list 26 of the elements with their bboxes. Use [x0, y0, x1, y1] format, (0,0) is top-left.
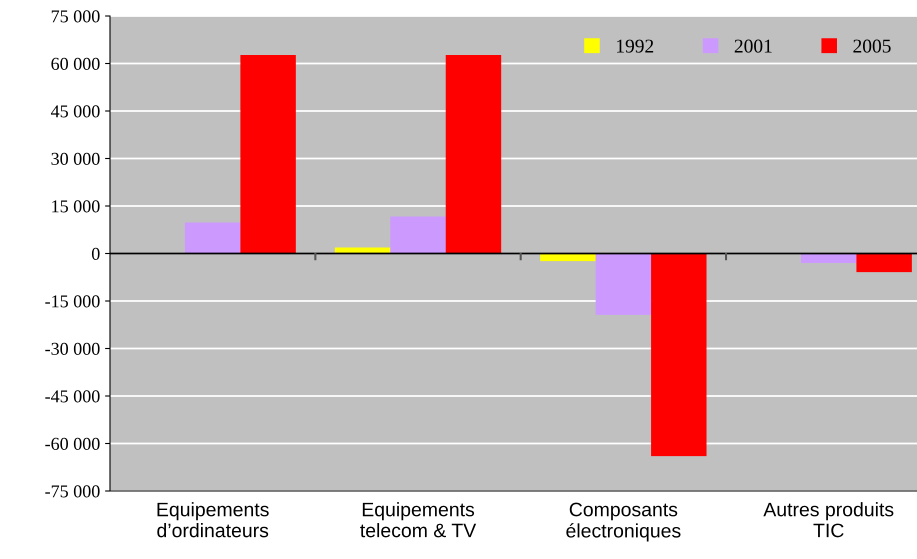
y-tick-label: -75 000 [45, 485, 100, 498]
bar [800, 254, 856, 263]
y-tick-label: 75 000 [52, 10, 100, 22]
bar [856, 254, 912, 272]
bar [446, 54, 502, 254]
y-tick-label: -15 000 [45, 295, 100, 308]
bar [240, 54, 296, 254]
bar [184, 222, 240, 254]
legend-label: 2005 [853, 40, 891, 53]
y-tick-label: 45 000 [50, 105, 100, 118]
x-tick-label: Autres produits TIC [763, 502, 894, 538]
y-tick-label: -45 000 [45, 390, 100, 402]
legend-label: 1992 [617, 40, 654, 53]
y-tick-label: 60 000 [51, 58, 100, 70]
y-tick-label: -60 000 [45, 438, 100, 450]
y-tick-label: 30 000 [51, 152, 100, 165]
y-tick-label: 0 [92, 248, 100, 260]
x-tick-label: Composants électroniques [566, 502, 680, 542]
y-tick-label: 15 000 [52, 200, 100, 212]
x-tick-label: Equipements d’ordinateurs [157, 502, 269, 538]
bar [651, 254, 707, 456]
bar [390, 216, 446, 254]
legend-label: 2001 [734, 40, 772, 53]
x-tick-label: Equipements telecom & TV [360, 502, 476, 538]
bar [596, 254, 652, 315]
y-tick-label: -30 000 [45, 342, 100, 355]
